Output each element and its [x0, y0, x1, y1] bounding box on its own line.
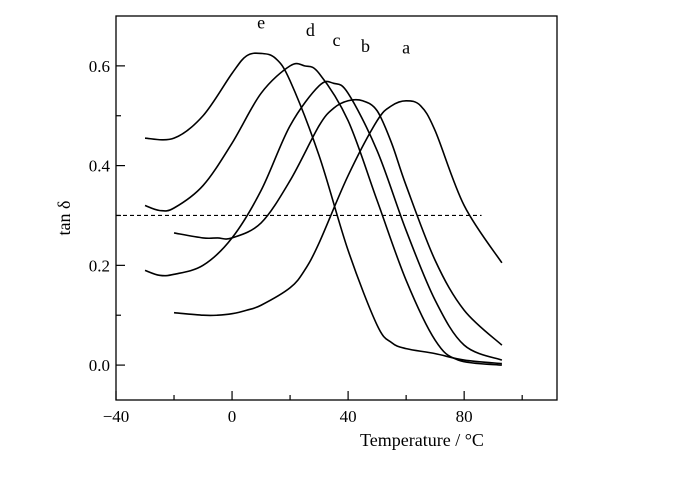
y-tick-label: 0.4	[89, 157, 111, 176]
series-label-c: c	[333, 30, 341, 50]
series-label-d: d	[306, 20, 315, 40]
series-line-e	[144, 52, 502, 365]
x-tick-label: 0	[228, 407, 237, 426]
x-tick-label: 80	[456, 407, 473, 426]
series-line-b	[173, 98, 503, 346]
series-line-c	[144, 80, 503, 361]
y-tick-label: 0.6	[89, 57, 110, 76]
y-tick-label: 0.2	[89, 256, 110, 275]
y-tick-label: 0.0	[89, 356, 110, 375]
plot-frame	[115, 15, 558, 401]
y-axis-label: tan δ	[54, 201, 74, 236]
series-label-a: a	[402, 37, 410, 57]
series-label-e: e	[257, 12, 265, 32]
series-line-a	[173, 99, 503, 317]
x-tick-label: −40	[103, 407, 130, 426]
x-axis-label: Temperature / °C	[360, 430, 484, 450]
series-label-b: b	[361, 36, 370, 56]
series-line-d	[144, 62, 502, 366]
x-tick-label: 40	[340, 407, 357, 426]
